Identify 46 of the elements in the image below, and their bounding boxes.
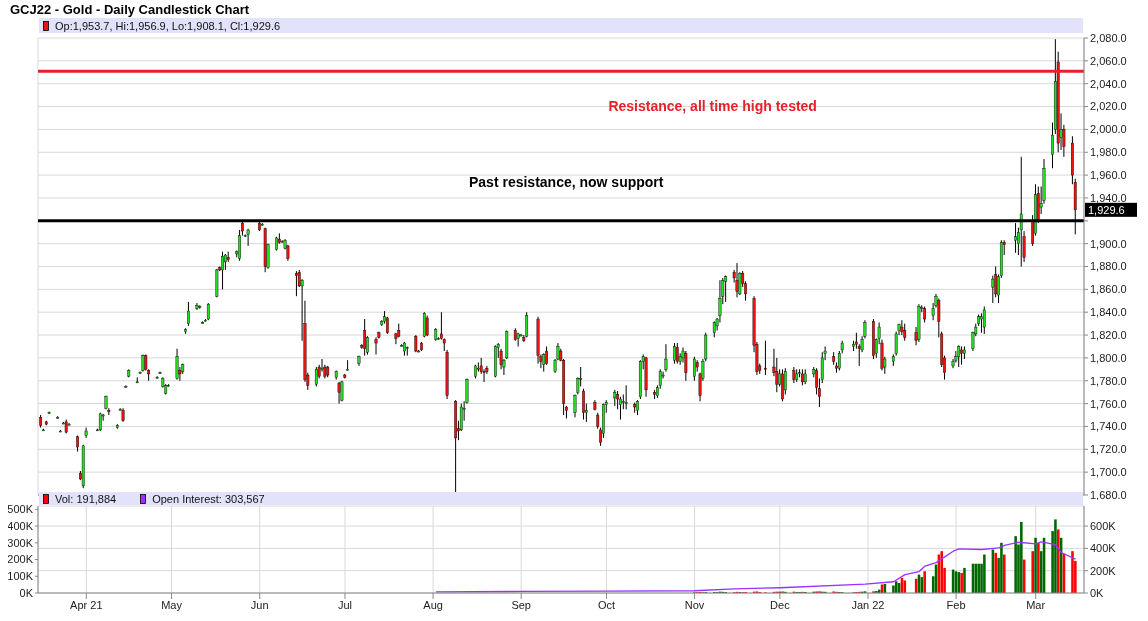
x-tick-label: Aug xyxy=(423,598,443,611)
y-tick-label: 1,820.0 xyxy=(1090,328,1127,341)
y-tick-label: 1,720.0 xyxy=(1090,443,1127,456)
y-tick-label: 500K xyxy=(7,503,34,516)
y-tick-label: 2,000.0 xyxy=(1090,123,1127,136)
x-tick-label: Sep xyxy=(511,598,531,611)
y-tick-label: 1,740.0 xyxy=(1090,420,1127,433)
x-tick-label: Apr 21 xyxy=(70,598,103,611)
y-tick-label: 200K xyxy=(7,553,34,566)
y-tick-label: 1,880.0 xyxy=(1090,260,1127,273)
x-tick-label: Jan 22 xyxy=(851,598,885,611)
y-tick-label: 1,680.0 xyxy=(1090,488,1127,501)
legend-label: Op:1,953.7, Hi:1,956.9, Lo:1,908.1, Cl:1,929.6 xyxy=(55,19,281,32)
y-tick-label: 300K xyxy=(7,536,34,549)
y-tick-label: 1,960.0 xyxy=(1090,169,1127,182)
ref-line-label: Resistance, all time high tested xyxy=(608,98,817,115)
y-tick-label: 2,080.0 xyxy=(1090,31,1127,44)
annotation: 1,929.6 xyxy=(1088,203,1125,216)
legend-label: Vol: 191,884 xyxy=(55,492,117,505)
y-tick-label: 1,860.0 xyxy=(1090,283,1127,296)
y-tick-label: 1,800.0 xyxy=(1090,351,1127,364)
y-tick-label: 400K xyxy=(7,519,34,532)
x-tick-label: May xyxy=(161,598,183,611)
legend-label: Open Interest: 303,567 xyxy=(152,492,265,505)
y-tick-label: 100K xyxy=(7,570,34,583)
x-tick-label: Feb xyxy=(946,598,966,611)
x-tick-label: Mar xyxy=(1026,598,1046,611)
x-tick-label: Nov xyxy=(684,598,705,611)
y-tick-label: 0K xyxy=(19,586,34,599)
y-tick-label: 1,940.0 xyxy=(1090,191,1127,204)
x-tick-label: Dec xyxy=(770,598,791,611)
x-tick-label: Jul xyxy=(337,598,353,611)
y-tick-label: 1,700.0 xyxy=(1090,466,1127,479)
y-tick-label: 2,060.0 xyxy=(1090,54,1127,67)
y-tick-label: 1,900.0 xyxy=(1090,237,1127,250)
y-tick-label: 1,840.0 xyxy=(1090,306,1127,319)
y-tick-label: 2,020.0 xyxy=(1090,100,1127,113)
x-tick-label: Jun xyxy=(250,598,269,611)
y-tick-label: 1,780.0 xyxy=(1090,374,1127,387)
x-tick-label: Oct xyxy=(597,598,616,611)
y-tick-label: 1,760.0 xyxy=(1090,397,1127,410)
chart-title: GCJ22 - Gold - Daily Candlestick Chart xyxy=(10,2,250,17)
y2-tick-label: 600K xyxy=(1090,519,1117,532)
y-tick-label: 2,040.0 xyxy=(1090,77,1127,90)
y-tick-label: 1,980.0 xyxy=(1090,146,1127,159)
ref-line-label: Past resistance, now support xyxy=(468,173,664,190)
